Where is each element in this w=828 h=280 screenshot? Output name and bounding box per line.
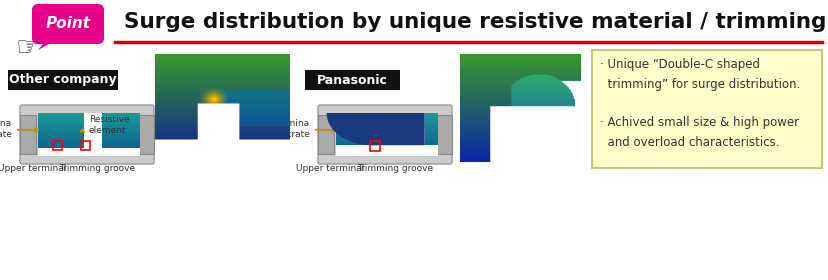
Bar [335,121,437,124]
Bar [335,119,437,122]
Bar [38,145,140,147]
Bar [591,50,821,168]
Bar [335,143,437,145]
Bar [8,70,118,90]
Bar [38,141,140,143]
Bar [335,141,437,143]
Bar [335,113,437,115]
Bar [38,136,140,139]
Bar [335,132,437,134]
Bar [38,143,140,145]
Bar [335,153,437,156]
Bar [53,141,62,150]
Bar [335,138,437,141]
Text: Upper terminal: Upper terminal [0,164,66,173]
Bar [369,141,379,151]
Bar [38,149,140,152]
Polygon shape [38,38,60,50]
Bar [335,115,437,117]
Text: · Achived small size & high power
  and overload characteristics.: · Achived small size & high power and ov… [599,116,798,149]
Bar [38,123,140,126]
Bar [38,113,140,115]
Bar [38,153,140,156]
Bar [38,117,140,120]
Bar [335,151,437,154]
Bar [335,145,437,156]
Bar [38,132,140,134]
Bar [335,134,437,137]
Bar [38,151,140,154]
Bar [38,125,140,128]
Bar [335,149,437,152]
Text: ☞: ☞ [16,34,41,62]
Bar [38,121,140,124]
Bar [38,115,140,117]
Bar [335,123,437,126]
Text: Trimming groove: Trimming groove [357,164,432,173]
Bar [335,136,437,139]
Text: Other company: Other company [9,74,117,87]
Bar [20,115,36,154]
Bar [137,115,154,154]
Text: Upper terminal: Upper terminal [296,164,363,173]
Bar [335,130,437,132]
Bar [81,141,89,150]
Bar [38,148,140,156]
Text: Resistive
element: Resistive element [80,115,129,135]
Bar [335,125,437,128]
Bar [335,147,437,150]
Text: Resistive
element: Resistive element [368,117,416,137]
Bar [38,147,140,150]
Bar [84,113,102,156]
Bar [335,145,437,147]
Bar [318,115,334,154]
Bar [38,138,140,141]
Bar [38,134,140,137]
Text: Trimming groove: Trimming groove [59,164,135,173]
Text: Panasonic: Panasonic [316,74,387,87]
Bar [335,117,437,120]
Text: Alumina
substrate: Alumina substrate [0,120,38,139]
Text: Alumina
substrate: Alumina substrate [267,120,336,139]
Bar [436,115,451,154]
FancyBboxPatch shape [318,105,451,164]
FancyBboxPatch shape [32,4,104,44]
FancyBboxPatch shape [20,105,154,164]
Text: Surge distribution by unique resistive material / trimming: Surge distribution by unique resistive m… [123,12,826,32]
Bar [38,128,140,130]
Bar [305,70,400,90]
Bar [38,119,140,122]
Text: Point: Point [46,15,90,31]
Polygon shape [326,113,424,145]
Bar [371,113,424,156]
Bar [335,128,437,130]
Bar [38,130,140,132]
Text: · Unique “Double-C shaped
  trimming” for surge distribution.: · Unique “Double-C shaped trimming” for … [599,58,799,91]
